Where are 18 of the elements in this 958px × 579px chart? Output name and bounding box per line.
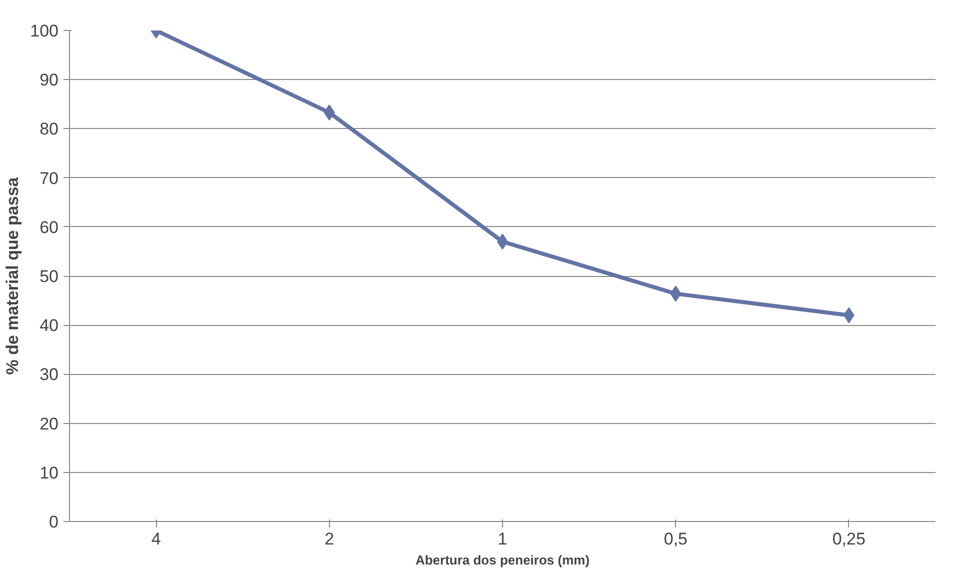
x-tick-label: 0,5 [664, 530, 688, 548]
y-tick-label: 0 [49, 512, 59, 532]
x-tick-label: 2 [324, 530, 334, 548]
y-tick-label: 50 [40, 267, 59, 286]
x-tick-label: 1 [498, 530, 508, 548]
x-tick-label: 4 [151, 530, 161, 548]
y-tick-label: 80 [40, 120, 59, 139]
y-tick-label: 100 [30, 22, 59, 40]
y-tick-label: 60 [40, 218, 59, 237]
y-tick-label: 40 [40, 316, 59, 336]
y-tick-label: 30 [40, 365, 59, 384]
y-tick-label: 20 [40, 414, 59, 434]
x-tick-label: 0,25 [832, 530, 866, 548]
y-tick-label: 10 [40, 463, 59, 482]
x-axis-title: Abertura dos peneiros (mm) [415, 552, 590, 568]
y-tick-label: 90 [40, 70, 59, 90]
y-tick-label: 70 [40, 168, 59, 188]
y-axis-title: % de material que passa [3, 176, 22, 375]
